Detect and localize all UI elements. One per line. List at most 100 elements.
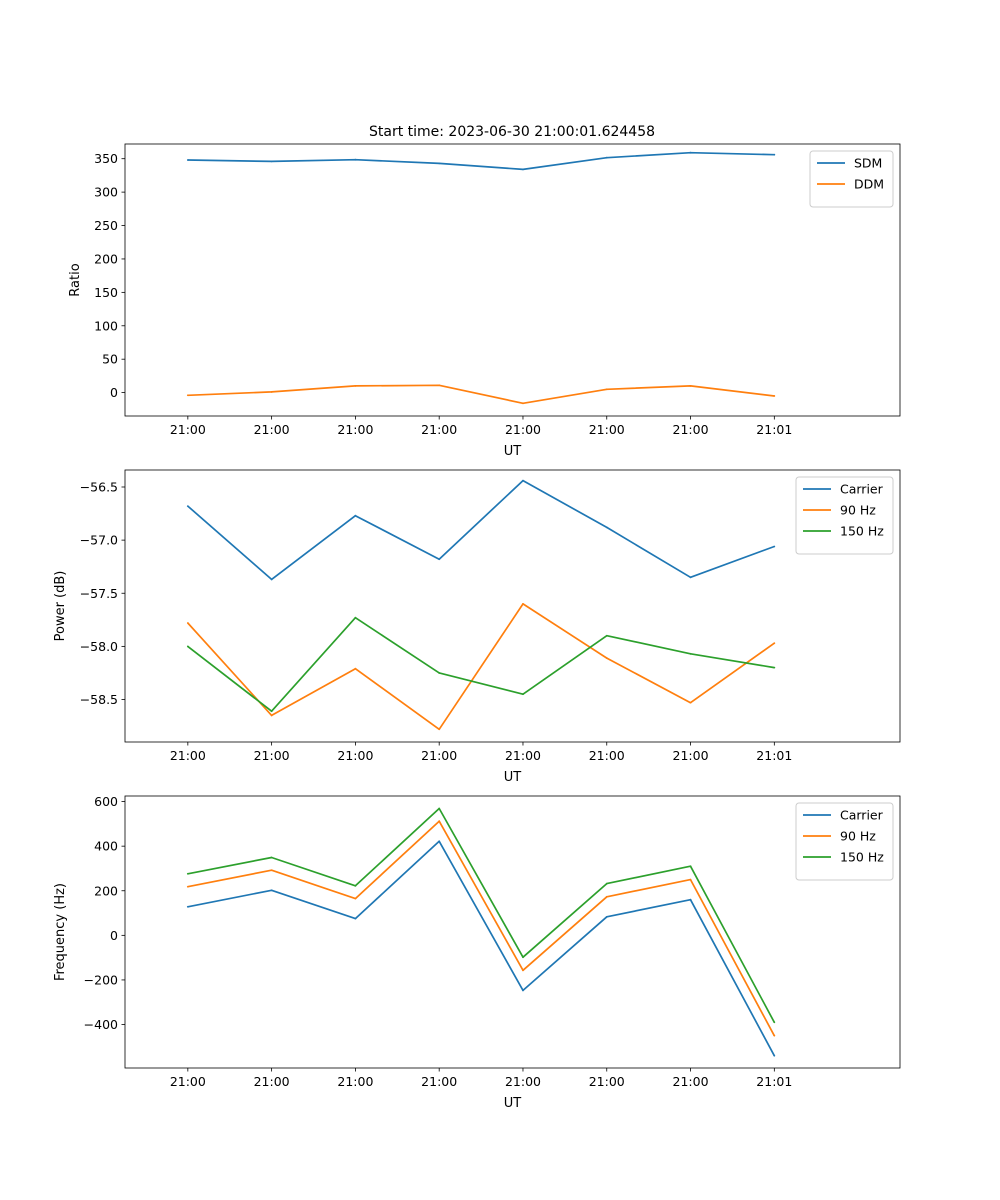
frequency-y-axis-label: Frequency (Hz) [53,883,68,981]
ratio-ytick-label: 300 [94,185,118,200]
power-series-150-hz-point [270,710,273,713]
power-series-90-hz-point [354,667,357,670]
ratio-axes-frame [124,143,901,417]
ratio-series-sdm-point [438,162,441,165]
legend-label: DDM [854,177,884,192]
power-axes-frame [124,469,901,743]
power-y-axis-label: Power (dB) [53,571,68,642]
power-series-carrier-point [605,526,608,529]
ratio-xtick-label: 21:01 [756,422,792,437]
frequency-ytick-label: −200 [84,972,118,987]
frequency-legend: Carrier 90 Hz 150 Hz [795,802,894,881]
frequency-ytick-label: 600 [94,794,118,809]
frequency-xtick-label: 21:00 [170,1074,206,1089]
frequency-series-carrier-line [187,840,776,1057]
frequency-series-150-hz-point [605,882,608,885]
power-series-150-hz-point [773,666,776,669]
legend-label: Carrier [840,808,884,823]
frequency-series-90-hz-point [773,1034,776,1037]
ratio-xtick-label: 21:00 [589,422,625,437]
power-series-carrier-point [186,505,189,508]
ratio-ytick-label: 150 [94,285,118,300]
ratio-ytick-label: 250 [94,218,118,233]
power-panel: −58.5 −58.0 −57.5 −57.0 −56.5 21:00 21:00 21:00… [53,469,901,785]
ratio-series-sdm-point [354,158,357,161]
ratio-series-sdm-point [270,160,273,163]
ratio-legend: SDM DDM [809,150,894,208]
power-series-carrier-point [354,514,357,517]
power-series-carrier-point [522,479,524,482]
power-series-90-hz-point [522,602,524,605]
power-series-90-hz-point [689,701,692,704]
ratio-xtick-label: 21:00 [337,422,373,437]
frequency-ytick-label: 0 [110,928,118,943]
frequency-xtick-label: 21:00 [337,1074,373,1089]
ratio-ytick-label: 200 [94,251,118,266]
frequency-series-150-hz-point [186,872,189,875]
power-series-90-hz-point [605,657,608,659]
ratio-ytick-label: 100 [94,318,118,333]
power-series-90-hz-point [773,642,776,645]
legend-label: 150 Hz [840,850,884,865]
ratio-panel: 0 50 100 150 200 250 300 350 21:00 21:00 21:00 21:0… [68,143,901,459]
frequency-series-90-hz-point [186,885,189,888]
power-series-150-hz-point [689,652,692,655]
power-series-carrier-point [270,578,273,581]
frequency-ytick-label: 400 [94,839,118,854]
power-series-90-hz-point [438,728,441,731]
power-xtick-label: 21:00 [421,748,457,763]
frequency-xtick-label: 21:00 [589,1074,625,1089]
frequency-xtick-label: 21:01 [756,1074,792,1089]
frequency-series-carrier-point [773,1054,776,1057]
ratio-xtick-label: 21:00 [170,422,206,437]
frequency-panel: −400 −200 0 200 400 600 21:00 21:00 21:00 21:00 21… [53,794,901,1111]
power-ytick-label: −57.5 [80,586,118,601]
power-legend: Carrier 90 Hz 150 Hz [795,476,894,555]
frequency-series-150-hz-line [187,807,776,1023]
legend-label: Carrier [840,482,884,497]
power-xtick-label: 21:00 [505,748,541,763]
ratio-xtick-label: 21:00 [421,422,457,437]
power-ytick-label: −57.0 [80,533,118,548]
legend-label: 90 Hz [840,829,876,844]
frequency-xtick-label: 21:00 [254,1074,290,1089]
legend-box [795,476,894,555]
ratio-xtick-label: 21:00 [254,422,290,437]
power-ytick-label: −56.5 [80,480,118,495]
power-series-carrier-point [689,576,692,579]
ratio-x-axis-label: UT [504,444,522,459]
power-series-90-hz-point [270,714,273,717]
chart-title: Start time: 2023-06-30 21:00:01.624458 [369,124,655,140]
ratio-series-sdm-point [522,168,524,171]
power-series-carrier-point [773,545,776,548]
power-xtick-label: 21:00 [589,748,625,763]
power-xtick-label: 21:00 [170,748,206,763]
ratio-series-sdm-point [773,153,776,156]
ratio-series-ddm-point [186,394,189,397]
frequency-series-carrier-point [605,915,608,918]
power-ytick-label: −58.5 [80,692,118,707]
legend-label: 150 Hz [840,524,884,539]
ratio-series-ddm-point [689,385,692,387]
ratio-series-sdm-point [605,156,608,159]
legend-box [795,802,894,881]
ratio-series-sdm-line [187,151,775,171]
frequency-series-90-hz-point [270,869,273,872]
ratio-series-sdm-point [689,151,692,154]
frequency-series-carrier-point [354,917,357,920]
frequency-series-90-hz-point [522,969,524,972]
ratio-y-axis-label: Ratio [68,263,83,296]
legend-label: SDM [854,156,882,171]
power-series-carrier-point [438,558,441,561]
legend-label: 90 Hz [840,503,876,518]
power-series-150-hz-point [605,634,608,637]
power-ytick-label: −58.0 [80,639,118,654]
power-series-150-hz-line [187,616,775,713]
frequency-series-90-hz-line [187,820,776,1037]
power-xtick-label: 21:00 [673,748,709,763]
frequency-axes-frame [124,795,901,1069]
frequency-x-axis-label: UT [504,1096,522,1111]
frequency-series-carrier-point [438,840,441,843]
ratio-xtick-label: 21:00 [673,422,709,437]
